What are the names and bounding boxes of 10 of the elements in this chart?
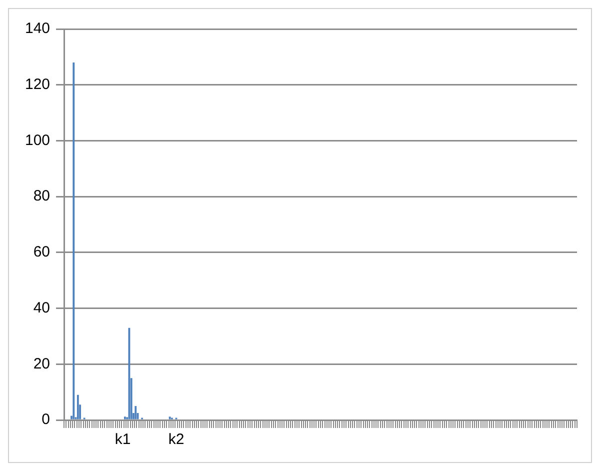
y-tick-label: 0 xyxy=(42,411,50,428)
x-tick-label: k2 xyxy=(168,431,184,448)
y-tick-label: 60 xyxy=(33,244,50,261)
y-tick-label: 100 xyxy=(24,132,50,149)
y-tick-label: 40 xyxy=(33,299,50,316)
y-tick-label: 80 xyxy=(33,188,50,205)
y-tick-label: 20 xyxy=(33,355,50,372)
x-tick-label: k1 xyxy=(114,431,131,448)
y-tick-label: 140 xyxy=(24,20,50,38)
y-tick-label: 120 xyxy=(24,76,50,93)
